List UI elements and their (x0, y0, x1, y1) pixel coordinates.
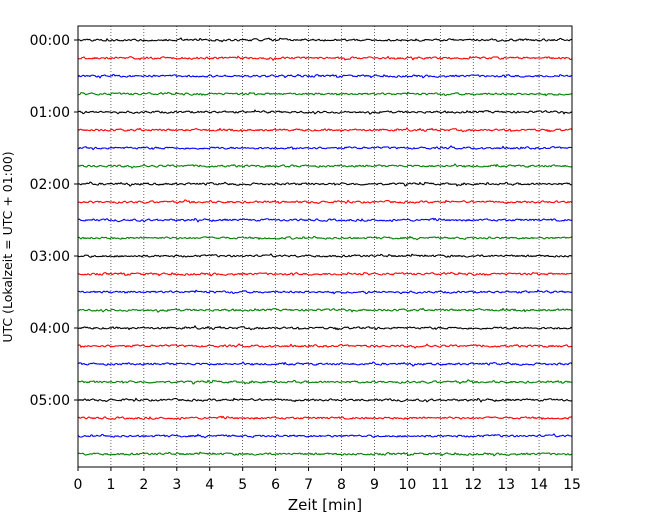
x-tick-label-8: 8 (337, 477, 346, 493)
trace-0515 (77, 415, 573, 421)
trace-0015 (77, 55, 573, 61)
trace-0315 (77, 271, 573, 277)
y-tick-label-2: 02:00 (30, 177, 70, 193)
trace-0130 (77, 145, 573, 151)
x-tick-label-6: 6 (271, 477, 280, 493)
seismogram-traces (77, 37, 573, 457)
x-tick-label-1: 1 (106, 477, 115, 493)
trace-0000 (77, 37, 573, 43)
trace-0445 (77, 379, 573, 385)
y-tick-label-1: 01:00 (30, 105, 70, 121)
y-tick-label-4: 04:00 (30, 321, 70, 337)
trace-0200 (77, 181, 573, 187)
plot-frame (77, 25, 573, 468)
x-tick-label-12: 12 (464, 477, 482, 493)
y-tick-label-0: 00:00 (30, 33, 70, 49)
trace-0030 (77, 73, 573, 79)
trace-0545 (77, 451, 573, 457)
x-tick-label-13: 13 (497, 477, 515, 493)
trace-0530 (77, 433, 573, 439)
plot-background (78, 26, 572, 467)
trace-0245 (77, 235, 573, 241)
trace-0430 (77, 361, 573, 367)
y-axis-label: UTC (Lokalzeit = UTC + 01:00) (0, 151, 15, 342)
trace-0400 (77, 325, 573, 331)
trace-0145 (77, 163, 573, 169)
trace-0045 (77, 91, 573, 97)
trace-0100 (77, 109, 573, 115)
y-tick-label-3: 03:00 (30, 249, 70, 265)
x-tick-label-14: 14 (530, 477, 548, 493)
x-axis-label: Zeit [min] (288, 496, 362, 514)
trace-0300 (77, 253, 573, 258)
x-tick-label-4: 4 (205, 477, 214, 493)
x-tick-label-15: 15 (563, 477, 581, 493)
trace-0345 (77, 307, 573, 313)
x-axis-ticks: 0 1 2 3 4 5 6 7 8 9 10 11 12 13 14 15 (74, 467, 581, 493)
trace-0215 (77, 199, 573, 205)
y-tick-label-5: 05:00 (30, 393, 70, 409)
x-tick-label-9: 9 (370, 477, 379, 493)
trace-0330 (77, 289, 573, 295)
trace-0115 (77, 127, 573, 133)
trace-0230 (77, 217, 573, 223)
x-tick-label-3: 3 (172, 477, 181, 493)
trace-0500 (77, 397, 573, 403)
x-tick-label-2: 2 (139, 477, 148, 493)
x-tick-label-0: 0 (74, 477, 83, 493)
x-tick-label-5: 5 (238, 477, 247, 493)
x-tick-label-10: 10 (398, 477, 416, 493)
x-tick-label-11: 11 (431, 477, 449, 493)
y-axis-ticks: 00:00 01:00 02:00 03:00 04:00 05:00 (30, 33, 78, 409)
trace-0415 (77, 343, 573, 349)
x-tick-label-7: 7 (304, 477, 313, 493)
